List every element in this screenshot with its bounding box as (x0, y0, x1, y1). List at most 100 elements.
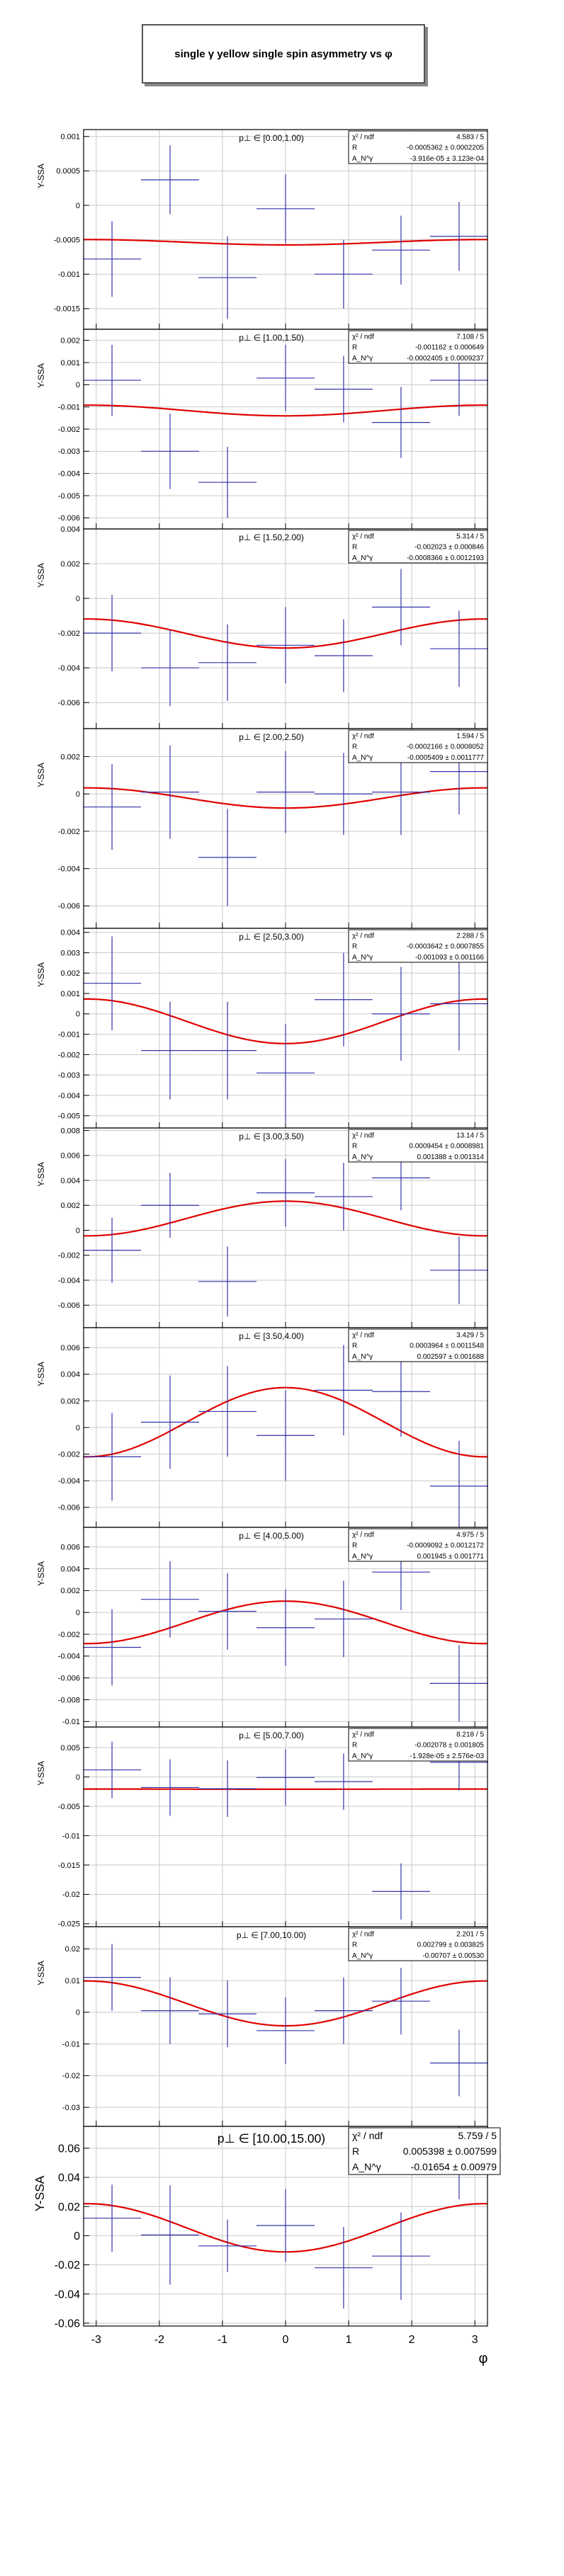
bin-label: p⊥ ∈ [4.00,5.00) (239, 1531, 304, 1541)
y-tick-label: -0.004 (58, 1277, 80, 1285)
x-axis-label: φ (479, 2351, 488, 2366)
stats-value: 0.002597 ± 0.001688 (417, 1353, 485, 1361)
y-tick-label: 0.0005 (56, 167, 80, 176)
bin-label: p⊥ ∈ [7.00,10.00) (237, 1930, 306, 1940)
stats-key: R (352, 1742, 357, 1750)
y-axis-label: Y-SSA (36, 763, 46, 787)
y-axis-label: Y-SSA (36, 1362, 46, 1386)
y-tick-label: -0.02 (55, 2259, 80, 2272)
y-tick-label: 0.005 (60, 1744, 80, 1753)
stats-value: 0.001388 ± 0.001314 (417, 1153, 485, 1161)
y-tick-label: -0.02 (62, 1891, 80, 1899)
y-tick-label: 0.02 (58, 2201, 80, 2213)
stats-key: A_N^γ (352, 954, 373, 962)
stats-key: χ² / ndf (352, 333, 374, 341)
stats-value: 0.001945 ± 0.001771 (417, 1553, 485, 1561)
stats-box (348, 1927, 488, 1961)
stats-key: R (352, 1143, 357, 1151)
y-tick-label: 0 (76, 1773, 80, 1782)
y-tick-label: 0.02 (65, 1945, 80, 1954)
bin-label: p⊥ ∈ [2.50,3.00) (239, 932, 304, 942)
x-tick-label: -3 (91, 2334, 101, 2346)
stats-box (348, 1328, 488, 1362)
y-tick-label: -0.01 (62, 2040, 80, 2048)
stats-key: A_N^γ (352, 1753, 373, 1760)
x-tick-label: -1 (218, 2334, 227, 2346)
y-tick-label: 0.002 (60, 337, 80, 346)
y-tick-label: -0.001 (58, 1030, 80, 1039)
y-axis-label: Y-SSA (36, 363, 46, 388)
y-tick-label: -0.005 (58, 492, 80, 501)
stats-key: χ² / ndf (352, 532, 374, 540)
stats-value: 0.002799 ± 0.003825 (417, 1942, 485, 1949)
y-tick-label: 0.006 (60, 1544, 80, 1552)
y-tick-label: -0.008 (58, 1696, 80, 1704)
stats-key: R (352, 144, 357, 152)
y-tick-label: 0 (74, 2230, 80, 2242)
stats-key: A_N^γ (352, 554, 373, 562)
stats-value: 4.583 / 5 (456, 133, 484, 141)
stats-key: χ² / ndf (352, 1132, 374, 1139)
y-tick-label: 0.004 (60, 525, 80, 534)
y-tick-label: -0.01 (62, 1832, 80, 1840)
y-tick-label: -0.01 (62, 1718, 80, 1726)
y-tick-label: -0.002 (58, 1450, 80, 1459)
bin-label: p⊥ ∈ [3.00,3.50) (239, 1132, 304, 1141)
stats-value: 2.201 / 5 (456, 1930, 484, 1938)
stats-key: A_N^γ (352, 754, 373, 762)
stats-value: -0.0005409 ± 0.0011777 (407, 754, 485, 762)
y-tick-label: 0.006 (60, 1344, 80, 1352)
y-tick-label: 0 (76, 790, 80, 799)
y-axis-label: Y-SSA (36, 1961, 46, 1985)
y-tick-label: -0.0015 (54, 305, 80, 314)
y-tick-label: 0.004 (60, 1371, 80, 1379)
y-tick-label: 0 (76, 1609, 80, 1617)
stats-key: R (352, 1542, 357, 1550)
y-axis-label: Y-SSA (36, 164, 46, 188)
stats-value: -0.002078 ± 0.001805 (414, 1742, 484, 1750)
stats-key: R (352, 943, 357, 951)
stats-value: 7.108 / 5 (456, 333, 484, 341)
y-tick-label: 0.002 (60, 753, 80, 761)
stats-value: 0.0009454 ± 0.0008981 (409, 1143, 484, 1151)
stats-key: R (352, 2145, 359, 2157)
bin-label: p⊥ ∈ [1.50,2.00) (239, 532, 304, 542)
fit-curve (84, 404, 487, 417)
y-tick-label: 0.004 (60, 929, 80, 937)
stats-box (348, 1728, 488, 1762)
y-axis-label: Y-SSA (36, 563, 46, 588)
stats-key: R (352, 344, 357, 352)
y-tick-label: 0 (76, 1010, 80, 1019)
stats-value: -0.0009092 ± 0.0012172 (407, 1542, 484, 1550)
bin-label: p⊥ ∈ [5.00,7.00) (239, 1731, 304, 1740)
stats-value: 4.975 / 5 (456, 1531, 484, 1539)
y-tick-label: -0.004 (58, 664, 80, 673)
y-tick-label: 0.006 (60, 1152, 80, 1161)
stats-box (348, 330, 488, 364)
stats-value: -0.0005362 ± 0.0002205 (407, 144, 484, 152)
stats-key: A_N^γ (352, 1153, 373, 1161)
y-axis-label: Y-SSA (33, 2175, 47, 2211)
stats-value: 13.14 / 5 (456, 1132, 484, 1139)
stats-value: -0.01654 ± 0.00979 (411, 2161, 497, 2172)
stats-key: χ² / ndf (352, 1331, 374, 1339)
stats-value: -0.00707 ± 0.00530 (422, 1952, 484, 1960)
stats-value: -0.001093 ± 0.001166 (415, 954, 484, 962)
bin-label: p⊥ ∈ [3.50,4.00) (239, 1331, 304, 1341)
stats-key: χ² / ndf (352, 1930, 374, 1938)
stats-value: -0.0003642 ± 0.0007855 (407, 943, 484, 951)
y-tick-label: -0.006 (58, 1504, 80, 1512)
y-tick-label: 0 (76, 202, 80, 210)
y-tick-label: -0.001 (58, 404, 80, 412)
y-tick-label: -0.004 (58, 1092, 80, 1100)
y-tick-label: -0.002 (58, 1051, 80, 1059)
stats-value: 5.314 / 5 (456, 532, 484, 540)
y-tick-label: 0.003 (60, 949, 80, 957)
stats-box (348, 1129, 488, 1163)
y-tick-label: -0.004 (58, 1653, 80, 1661)
y-tick-label: -0.025 (58, 1920, 80, 1929)
stats-key: χ² / ndf (352, 932, 374, 940)
bin-label: p⊥ ∈ [0.00,1.00) (239, 133, 304, 143)
stats-box (348, 729, 488, 763)
